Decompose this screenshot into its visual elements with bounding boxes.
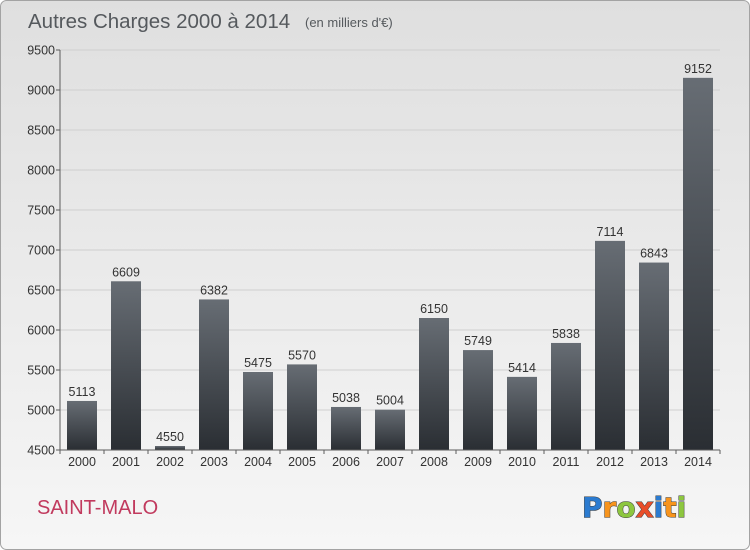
proxiti-logo: Proxiti	[582, 491, 686, 524]
y-tick-label: 5000	[27, 404, 55, 418]
logo-letter: i	[654, 491, 664, 524]
logo-letter: o	[616, 491, 635, 524]
bar	[419, 318, 449, 450]
bar-value-label: 5838	[552, 327, 580, 341]
bar-value-label: 5004	[376, 394, 404, 408]
bar	[683, 77, 713, 450]
bars	[67, 77, 713, 450]
x-tick-label: 2010	[508, 455, 536, 469]
bar	[287, 364, 317, 450]
logo-letter: P	[582, 491, 603, 524]
bar	[507, 376, 537, 450]
bar-value-label: 5475	[244, 356, 272, 370]
bar	[155, 446, 185, 450]
x-tick-label: 2012	[596, 455, 624, 469]
bar	[111, 281, 141, 450]
x-tick-label: 2011	[553, 455, 580, 469]
y-tick-label: 8500	[27, 124, 55, 138]
bar	[199, 299, 229, 450]
logo-letter: r	[603, 491, 617, 524]
chart-title: Autres Charges 2000 à 2014	[28, 10, 290, 33]
x-tick-label: 2002	[156, 455, 184, 469]
bar-value-label: 5749	[464, 334, 492, 348]
bar-value-label: 5414	[508, 361, 536, 375]
bar	[331, 406, 361, 450]
y-tick-label: 8000	[27, 164, 55, 178]
bar-value-label: 9152	[684, 62, 712, 76]
bar	[375, 409, 405, 450]
x-tick-label: 2005	[288, 455, 316, 469]
bar-value-label: 5113	[69, 385, 96, 399]
bar	[551, 342, 581, 450]
y-tick-label: 9000	[27, 84, 55, 98]
bar	[243, 372, 273, 450]
y-tick-label: 9500	[27, 44, 55, 58]
x-tick-label: 2009	[464, 455, 492, 469]
y-tick-label: 5500	[27, 364, 55, 378]
bar-value-label: 7114	[597, 225, 624, 239]
x-tick-label: 2000	[68, 455, 96, 469]
bar-value-label: 5570	[288, 348, 316, 362]
y-tick-label: 7000	[27, 244, 55, 258]
x-tick-label: 2003	[200, 455, 228, 469]
bar-value-label: 6150	[420, 302, 448, 316]
logo-letter: i	[677, 491, 687, 524]
logo-letter: x	[636, 491, 654, 524]
chart-subtitle: (en milliers d'€)	[305, 15, 393, 30]
bar	[463, 350, 493, 450]
x-tick-label: 2004	[244, 455, 272, 469]
y-tick-label: 4500	[27, 444, 55, 458]
x-tick-label: 2008	[420, 455, 448, 469]
logo-letter: t	[663, 491, 676, 524]
x-tick-label: 2013	[640, 455, 668, 469]
x-axis: 2000 2001 2002 2003 2004 2005 2006 2007 2008 2009…	[59, 450, 721, 469]
x-tick-label: 2014	[684, 455, 712, 469]
bar	[639, 262, 669, 450]
bar	[67, 400, 97, 450]
y-tick-label: 6000	[27, 324, 55, 338]
y-tick-label: 6500	[27, 284, 55, 298]
bar-value-labels: 5113 6609 4550 6382 5475 5570 5038 5004 6150 5749…	[69, 62, 712, 444]
bar-value-label: 6609	[112, 265, 140, 279]
y-tick-label: 7500	[27, 204, 55, 218]
x-tick-label: 2001	[112, 455, 140, 469]
bar-value-label: 6843	[640, 247, 668, 261]
bar	[595, 240, 625, 450]
x-tick-label: 2007	[376, 455, 404, 469]
bar-value-label: 5038	[332, 391, 360, 405]
bar-value-label: 6382	[200, 283, 228, 297]
x-tick-label: 2006	[332, 455, 360, 469]
bar-value-label: 4550	[156, 430, 184, 444]
location-name: SAINT-MALO	[37, 497, 158, 519]
y-axis: 4500 5000 5500 6000 6500 7000 7500 8000 8500 9000…	[27, 44, 60, 458]
